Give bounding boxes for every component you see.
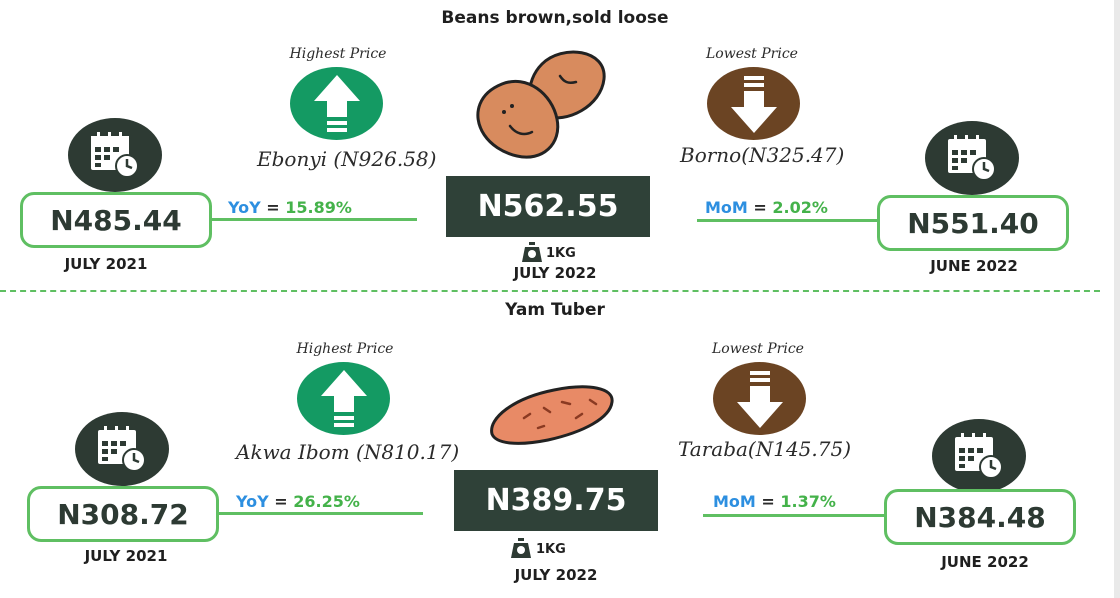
- arrow-down-icon: [707, 67, 800, 140]
- highest-price-label: Highest Price: [289, 46, 387, 62]
- prev-year-date: JULY 2021: [84, 547, 168, 565]
- prev-year-price: N485.44: [20, 192, 212, 248]
- arrow-up-icon: [297, 362, 390, 435]
- lowest-region: Taraba(N145.75): [678, 437, 852, 461]
- unit-label: 1KG: [536, 542, 566, 557]
- mom-label: MoM: [713, 492, 756, 511]
- current-date: JULY 2022: [514, 566, 598, 584]
- highest-region: Ebonyi (N926.58): [257, 147, 437, 171]
- yoy-change: YoY = 26.25%: [236, 492, 360, 511]
- calendar-icon: [75, 412, 169, 486]
- prev-month-date: JUNE 2022: [941, 553, 1029, 571]
- current-price: N562.55: [446, 176, 650, 237]
- yoy-change: YoY = 15.89%: [228, 198, 352, 217]
- calendar-icon: [932, 419, 1026, 493]
- yoy-value: 26.25%: [293, 492, 360, 511]
- prev-month-date: JUNE 2022: [930, 257, 1018, 275]
- calendar-icon: [68, 118, 162, 192]
- arrow-down-icon: [713, 362, 806, 435]
- section-divider: [0, 290, 1100, 292]
- beans-icon: [472, 44, 612, 164]
- yoy-connector: [219, 512, 423, 515]
- mom-connector: [697, 219, 877, 222]
- lowest-price-label: Lowest Price: [712, 341, 804, 357]
- mom-label: MoM: [705, 198, 748, 217]
- section-title: Yam Tuber: [505, 300, 605, 320]
- prev-year-date: JULY 2021: [64, 255, 148, 273]
- mom-change: MoM = 2.02%: [705, 198, 828, 217]
- prev-month-price: N384.48: [884, 489, 1076, 545]
- prev-month-price: N551.40: [877, 195, 1069, 251]
- mom-value: 1.37%: [780, 492, 836, 511]
- lowest-price-label: Lowest Price: [706, 46, 798, 62]
- arrow-up-icon: [290, 67, 383, 140]
- current-date: JULY 2022: [513, 264, 597, 282]
- highest-region: Akwa Ibom (N810.17): [236, 440, 460, 464]
- yoy-label: YoY: [236, 492, 269, 511]
- scale-icon: [510, 537, 532, 559]
- yoy-value: 15.89%: [285, 198, 352, 217]
- section-title: Beans brown,sold loose: [441, 8, 669, 28]
- highest-price-label: Highest Price: [296, 341, 394, 357]
- current-price: N389.75: [454, 470, 658, 531]
- yoy-label: YoY: [228, 198, 261, 217]
- unit-label: 1KG: [546, 246, 576, 261]
- mom-value: 2.02%: [772, 198, 828, 217]
- mom-connector: [703, 514, 885, 517]
- scale-icon: [521, 241, 543, 263]
- calendar-icon: [925, 121, 1019, 195]
- yam-icon: [484, 378, 620, 450]
- scrollbar-track[interactable]: [1114, 0, 1120, 598]
- prev-year-price: N308.72: [27, 486, 219, 542]
- lowest-region: Borno(N325.47): [680, 143, 845, 167]
- mom-change: MoM = 1.37%: [713, 492, 836, 511]
- yoy-connector: [212, 218, 417, 221]
